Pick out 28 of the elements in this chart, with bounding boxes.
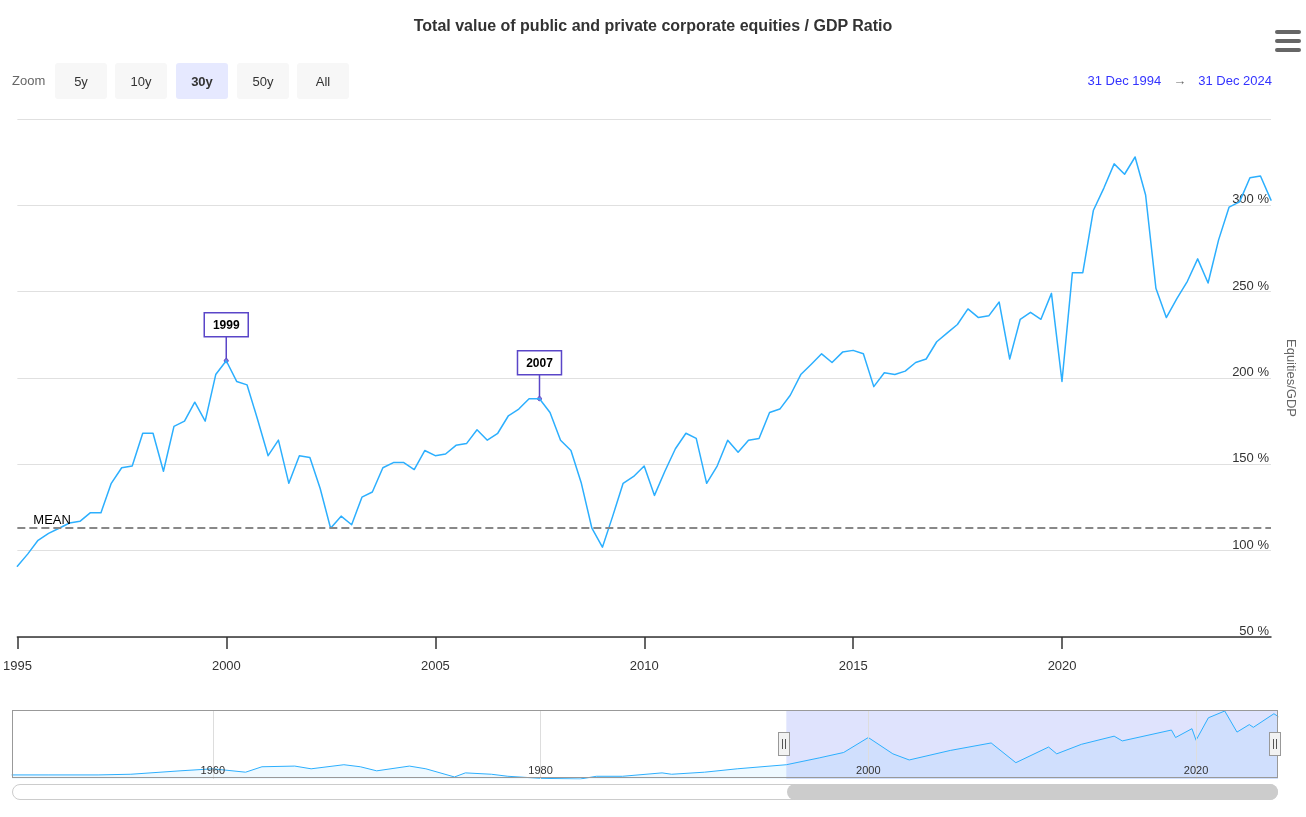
x-tick-label: 2005 [420,658,450,673]
y-tick-label: 50 % [1239,623,1270,638]
y-axis-title: Equities/GDP [1284,338,1299,418]
text: All [297,63,349,99]
annotation: 2007 [526,355,554,370]
x-tick-label: 2020 [1047,658,1077,673]
x-tick-label: 2000 [856,763,881,776]
x-tick-label: 2020 [1183,763,1209,776]
chart-title: Total value of public and private corporate equities / GDP Ratio [413,16,893,34]
text: → [1173,73,1187,88]
text: 31 Dec 1994 [1087,73,1162,88]
y-tick-label: 200 % [1232,364,1270,379]
x-tick-label: 1995 [3,658,32,673]
y-tick-label: 250 % [1232,277,1270,293]
annotation: 1999 [212,317,240,332]
ref-line-label: MEAN [33,512,71,528]
text: 5y [55,63,107,99]
x-tick-label: 1980 [528,763,553,776]
y-tick-label: 100 % [1232,536,1270,552]
y-tick-label: 150 % [1232,450,1270,466]
text: 50y [237,63,289,99]
text: Zoom [12,73,46,88]
text: 31 Dec 2024 [1198,73,1272,88]
x-tick-label: 2000 [211,658,241,673]
text: 30y [176,63,228,99]
text: 10y [115,63,167,99]
x-tick-label: 2015 [838,658,868,673]
x-tick-label: 2010 [629,658,659,673]
